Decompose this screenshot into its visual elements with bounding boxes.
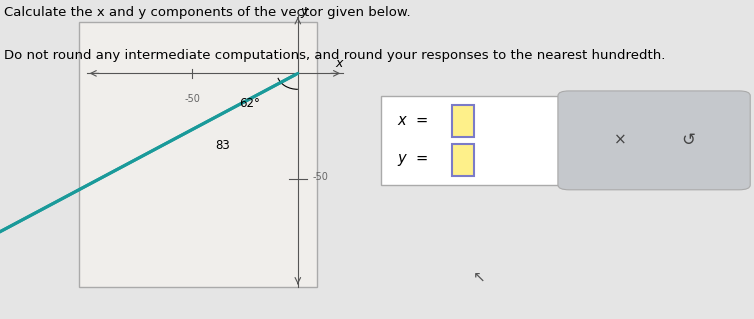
Text: Do not round any intermediate computations, and round your responses to the near: Do not round any intermediate computatio… [4,49,665,63]
Text: -50: -50 [184,94,201,104]
Text: x: x [336,57,343,70]
Text: $x$  =: $x$ = [397,113,428,128]
FancyBboxPatch shape [558,91,750,190]
Text: -50: -50 [313,172,329,182]
FancyBboxPatch shape [452,105,474,137]
FancyBboxPatch shape [79,22,317,287]
Text: 62°: 62° [239,97,260,110]
Text: y: y [300,5,308,18]
FancyBboxPatch shape [452,144,474,176]
FancyBboxPatch shape [381,96,558,185]
Text: ↖: ↖ [473,270,485,285]
Text: $y$  =: $y$ = [397,152,428,168]
Text: ×: × [614,133,627,148]
Text: Calculate the x and y components of the vector given below.: Calculate the x and y components of the … [4,6,410,19]
Text: 83: 83 [215,139,230,152]
Text: ↺: ↺ [681,131,695,149]
